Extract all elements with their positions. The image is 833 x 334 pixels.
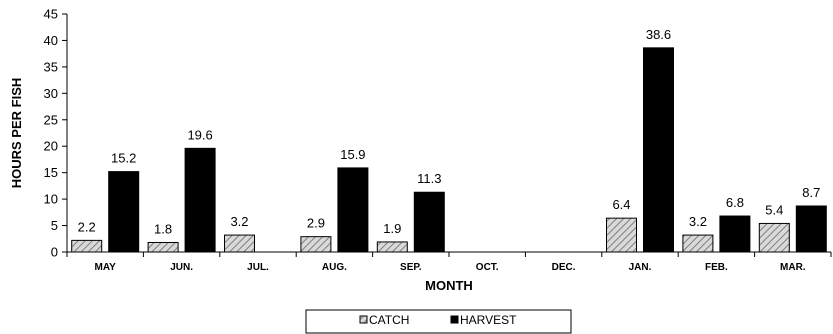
catch-bar xyxy=(147,241,179,253)
x-tick-label: JUN. xyxy=(170,262,193,273)
data-labels: 2.2 15.2 1.8 19.6 3.2 2.9 15.9 1.9 11.3 6.4 38.6 3.… xyxy=(78,27,821,237)
x-tick-label: MAY xyxy=(95,262,117,273)
catch-bar xyxy=(224,234,255,253)
y-tick-label: 20 xyxy=(44,139,58,154)
data-label: 15.9 xyxy=(340,147,365,162)
data-label: 19.6 xyxy=(187,127,212,142)
y-tick-label: 30 xyxy=(44,86,58,101)
x-tick-label: JAN. xyxy=(629,262,652,273)
y-ticks: 0 5 10 15 20 25 30 35 40 45 xyxy=(44,7,67,260)
harvest-bar xyxy=(795,205,827,253)
y-tick-label: 15 xyxy=(44,165,58,180)
data-label: 2.2 xyxy=(78,219,96,234)
x-tick-label: AUG. xyxy=(322,262,347,273)
legend-harvest-swatch xyxy=(450,315,459,324)
harvest-bar xyxy=(337,167,369,253)
y-tick-label: 45 xyxy=(44,7,58,22)
data-label: 5.4 xyxy=(765,202,783,217)
data-label: 1.9 xyxy=(383,221,401,236)
legend: CATCH HARVEST xyxy=(305,309,572,334)
x-tick-label: FEB. xyxy=(705,262,728,273)
catch-bar xyxy=(71,239,103,253)
x-tick-label: SEP. xyxy=(400,262,422,273)
harvest-bar xyxy=(413,191,445,253)
x-tick-label: DEC. xyxy=(552,262,576,273)
data-label: 3.2 xyxy=(230,214,248,229)
x-tick-label: OCT. xyxy=(476,262,499,273)
legend-box xyxy=(305,309,572,334)
harvest-bar xyxy=(719,215,751,253)
data-label: 1.8 xyxy=(154,221,172,236)
harvest-bar xyxy=(108,171,140,253)
catch-bar xyxy=(300,236,332,253)
data-label: 6.8 xyxy=(726,195,744,210)
bars xyxy=(71,47,827,253)
y-tick-label: 40 xyxy=(44,33,58,48)
x-tick-label: MAR. xyxy=(780,262,806,273)
y-axis-title: HOURS PER FISH xyxy=(9,78,24,189)
harvest-bar xyxy=(643,47,674,253)
data-label: 8.7 xyxy=(802,185,820,200)
x-axis-title: MONTH xyxy=(425,278,473,293)
legend-label: CATCH xyxy=(369,313,409,327)
data-label: 11.3 xyxy=(417,171,441,186)
legend-label: HARVEST xyxy=(460,313,517,327)
data-label: 38.6 xyxy=(646,27,671,42)
catch-bar xyxy=(376,241,408,253)
data-label: 3.2 xyxy=(689,214,707,229)
y-tick-label: 0 xyxy=(51,245,58,260)
data-label: 2.9 xyxy=(307,216,325,231)
data-label: 15.2 xyxy=(111,151,136,166)
catch-bar xyxy=(758,222,790,253)
catch-bar xyxy=(606,217,637,253)
y-tick-label: 25 xyxy=(44,112,58,127)
y-tick-label: 35 xyxy=(44,59,58,74)
y-tick-label: 5 xyxy=(51,218,58,233)
x-tick-labels: MAY JUN. JUL. AUG. SEP. OCT. DEC. JAN. FEB. MAR. xyxy=(66,252,832,273)
data-label: 6.4 xyxy=(612,197,630,212)
axes xyxy=(66,14,831,253)
y-tick-label: 10 xyxy=(44,192,58,207)
legend-catch-swatch xyxy=(359,315,368,324)
x-tick-label: JUL. xyxy=(247,262,269,273)
catch-bar xyxy=(682,234,714,253)
harvest-bar xyxy=(184,147,216,253)
